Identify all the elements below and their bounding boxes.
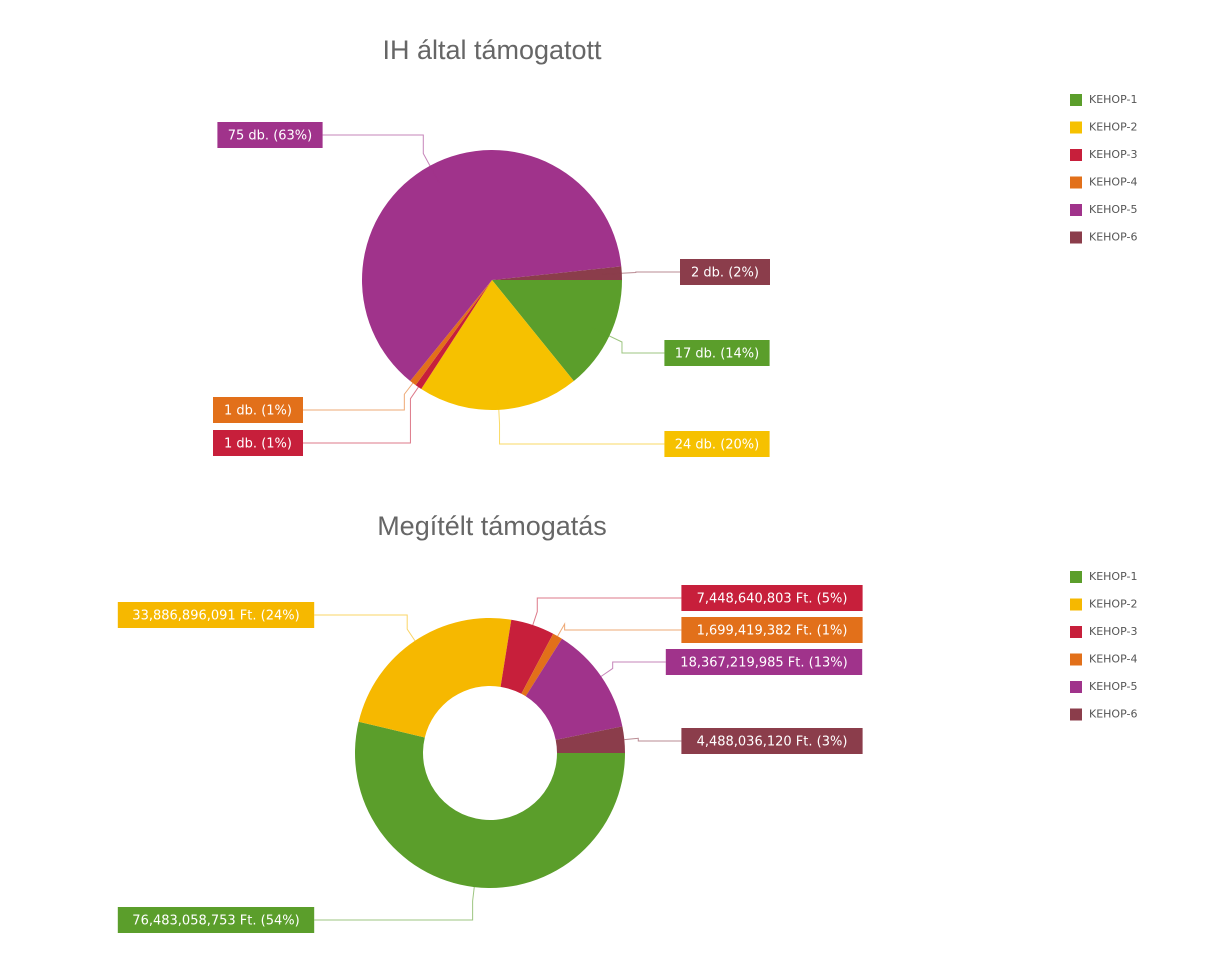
leader-line: [591, 327, 665, 354]
slice: [500, 619, 554, 694]
slice: [355, 721, 625, 888]
legend-swatch: [1070, 626, 1082, 638]
chart-title: Megítélt támogatás: [377, 511, 607, 541]
slice: [421, 280, 574, 410]
data-label: 2 db. (2%): [691, 266, 759, 281]
legend-swatch: [1070, 204, 1082, 216]
data-label: 76,483,058,753 Ft. (54%): [132, 914, 299, 929]
legend-label: KEHOP-3: [1089, 148, 1137, 161]
data-label: 17 db. (14%): [675, 347, 759, 362]
legend-swatch: [1070, 121, 1082, 134]
slice: [358, 617, 512, 738]
leader-line: [557, 622, 682, 637]
label-box: [664, 340, 770, 366]
data-label: 75 db. (63%): [228, 129, 312, 144]
label-box: [681, 728, 863, 754]
leader-line: [624, 737, 682, 742]
label-box: [213, 430, 303, 456]
slice: [410, 280, 492, 386]
label-box: [681, 585, 863, 611]
legend-label: KEHOP-6: [1089, 708, 1137, 721]
data-label: 24 db. (20%): [675, 438, 759, 453]
slice: [492, 266, 622, 280]
leader-line: [497, 390, 665, 445]
leader-line: [600, 661, 666, 677]
legend-swatch: [1070, 653, 1082, 666]
legend-swatch: [1070, 598, 1082, 611]
legend-swatch: [1070, 94, 1082, 106]
legend-swatch: [1070, 176, 1082, 189]
label-box: [213, 397, 303, 423]
label-box: [117, 602, 315, 628]
data-label: 4,488,036,120 Ft. (3%): [697, 735, 848, 750]
leader-line: [303, 367, 426, 411]
leader-line: [602, 271, 680, 275]
legend-swatch: [1070, 149, 1082, 161]
legend-label: KEHOP-5: [1089, 203, 1137, 216]
slice: [555, 726, 625, 753]
label-box: [217, 122, 323, 148]
data-label: 7,448,640,803 Ft. (5%): [697, 592, 848, 607]
leader-line: [314, 887, 475, 921]
slice: [415, 280, 492, 390]
label-box: [681, 617, 863, 643]
slice: [361, 149, 622, 382]
legend-label: KEHOP-5: [1089, 680, 1137, 693]
legend-label: KEHOP-2: [1089, 121, 1137, 134]
legend-label: KEHOP-4: [1089, 653, 1137, 666]
legend-swatch: [1070, 681, 1082, 693]
label-box: [117, 907, 315, 933]
legend-label: KEHOP-6: [1089, 231, 1137, 244]
data-label: 33,886,896,091 Ft. (24%): [132, 609, 299, 624]
slice: [525, 638, 623, 740]
label-box: [664, 431, 770, 457]
legend-label: KEHOP-1: [1089, 570, 1137, 583]
data-label: 18,367,219,985 Ft. (13%): [680, 656, 847, 671]
data-label: 1 db. (1%): [224, 437, 292, 452]
slice: [492, 280, 622, 382]
leader-line: [314, 614, 416, 642]
label-box: [665, 649, 863, 675]
legend-swatch: [1070, 708, 1082, 721]
legend-label: KEHOP-4: [1089, 176, 1137, 189]
legend-label: KEHOP-2: [1089, 598, 1137, 611]
leader-line: [322, 134, 440, 184]
legend-swatch: [1070, 231, 1082, 244]
data-label: 1,699,419,382 Ft. (1%): [697, 624, 848, 639]
chart-title: IH által támogatott: [382, 35, 602, 65]
data-label: 1 db. (1%): [224, 404, 292, 419]
slice: [521, 633, 562, 697]
label-box: [680, 259, 770, 285]
legend-label: KEHOP-1: [1089, 93, 1137, 106]
leader-line: [532, 597, 682, 626]
legend-swatch: [1070, 571, 1082, 583]
legend-label: KEHOP-3: [1089, 625, 1137, 638]
leader-line: [303, 370, 430, 444]
